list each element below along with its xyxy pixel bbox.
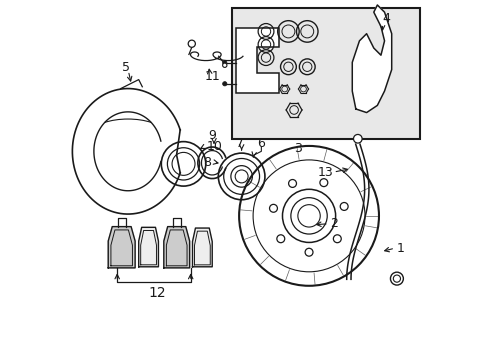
Text: 2: 2 — [329, 216, 337, 230]
Text: 9: 9 — [208, 129, 216, 143]
Text: 6: 6 — [257, 136, 265, 149]
Circle shape — [340, 203, 347, 210]
Text: 12: 12 — [149, 286, 166, 300]
Text: 8: 8 — [203, 156, 211, 168]
Text: 7: 7 — [235, 136, 244, 149]
Circle shape — [276, 235, 284, 243]
Text: 10: 10 — [206, 140, 222, 153]
Circle shape — [222, 61, 226, 65]
Circle shape — [188, 40, 195, 47]
Polygon shape — [163, 226, 189, 268]
Text: 4: 4 — [382, 12, 389, 25]
FancyBboxPatch shape — [231, 8, 419, 139]
Circle shape — [319, 179, 327, 186]
Text: 3: 3 — [293, 142, 301, 155]
Text: 1: 1 — [396, 242, 404, 255]
Polygon shape — [139, 227, 158, 267]
Polygon shape — [235, 27, 278, 93]
Circle shape — [288, 180, 296, 188]
Circle shape — [269, 204, 277, 212]
Circle shape — [222, 82, 226, 86]
Circle shape — [305, 248, 312, 256]
Text: 13: 13 — [317, 166, 332, 179]
Text: 5: 5 — [122, 60, 130, 73]
Text: 11: 11 — [204, 69, 220, 82]
Circle shape — [235, 170, 247, 183]
Polygon shape — [351, 5, 391, 113]
Circle shape — [353, 134, 362, 143]
Polygon shape — [192, 228, 212, 267]
Circle shape — [222, 63, 226, 67]
Polygon shape — [108, 226, 135, 268]
Circle shape — [333, 235, 341, 243]
